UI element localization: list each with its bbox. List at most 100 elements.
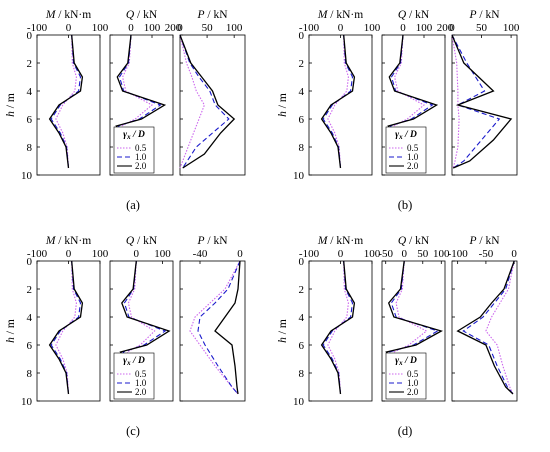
series-line-1-0: [50, 34, 82, 169]
x-tick-label: 0: [66, 22, 72, 34]
x-tick-label: 100: [416, 22, 433, 34]
axes-frame: [109, 34, 174, 176]
panel-P: -100 -50 0 P / kN: [448, 235, 517, 402]
y-axis-label: h / m: [277, 93, 289, 117]
legend-box: [113, 126, 155, 174]
x-tick-label: -100: [299, 22, 320, 34]
x-tick-label: 50: [476, 22, 488, 34]
x-tick-label: 0: [338, 22, 344, 34]
x-tick-label: 0: [401, 248, 407, 260]
series-line-2-0: [320, 34, 356, 169]
y-tick-label: 0: [299, 256, 305, 268]
series-line-2-0: [48, 260, 84, 395]
legend-label: 0.5: [407, 369, 419, 379]
subfigure-caption: (d): [398, 424, 413, 438]
legend: γx / D 0.51.02.0: [113, 352, 155, 400]
series-line-2-0: [48, 34, 84, 169]
y-tick-label: 10: [21, 170, 33, 182]
axes-frame: [381, 260, 446, 402]
axes-frame: [36, 260, 101, 402]
legend: γx / D 0.51.02.0: [385, 352, 427, 400]
x-axis-label: P / kN: [468, 235, 500, 247]
x-tick-label: 0: [449, 22, 455, 34]
legend-label: 1.0: [135, 152, 147, 162]
legend-title: γx / D: [395, 130, 417, 141]
subfigure-caption: (b): [398, 198, 413, 212]
legend-label: 2.0: [407, 161, 419, 171]
y-tick-label: 4: [299, 86, 305, 98]
y-tick-label: 4: [299, 312, 305, 324]
series-line-1-0: [462, 260, 515, 395]
x-axis-label: Q / kN: [126, 235, 158, 247]
y-tick-label: 6: [299, 340, 305, 352]
x-axis-label: P / kN: [196, 235, 228, 247]
legend-title: γx / D: [395, 356, 417, 367]
series-line-2-0: [214, 260, 241, 395]
x-tick-label: 100: [364, 22, 381, 34]
series-line-1-0: [179, 34, 230, 169]
y-tick-label: 10: [293, 396, 305, 408]
x-axis-label: M / kN·m: [317, 9, 363, 21]
x-axis-label: M / kN·m: [45, 235, 91, 247]
y-tick-label: 4: [27, 86, 33, 98]
x-axis-label: Q / kN: [126, 9, 158, 21]
y-tick-label: 2: [27, 58, 33, 70]
y-axis-label: h / m: [5, 93, 17, 117]
x-tick-label: 200: [437, 22, 454, 34]
x-tick-label: 100: [92, 248, 109, 260]
axes-frame: [451, 34, 518, 176]
x-tick-label: 0: [177, 22, 183, 34]
series-line-0-5: [485, 260, 515, 395]
x-tick-label: 0: [134, 248, 140, 260]
axes-frame: [308, 34, 373, 176]
y-tick-label: 6: [27, 114, 33, 126]
y-tick-label: 2: [299, 284, 305, 296]
x-axis-label: M / kN·m: [317, 235, 363, 247]
series-line-0-5: [55, 260, 77, 395]
y-tick-label: 10: [293, 170, 305, 182]
y-tick-label: 10: [21, 396, 33, 408]
series-line-0-5: [451, 34, 460, 169]
series-line-1-0: [197, 260, 241, 395]
x-tick-label: 100: [92, 22, 109, 34]
legend-box: [385, 352, 427, 400]
axes-frame: [179, 34, 246, 176]
x-tick-label: 200: [165, 22, 182, 34]
x-tick-label: 100: [364, 248, 381, 260]
x-tick-label: -40: [193, 248, 208, 260]
legend-label: 0.5: [135, 369, 147, 379]
x-axis-label: M / kN·m: [45, 9, 91, 21]
subfigure-caption: (c): [126, 424, 140, 438]
x-tick-label: 100: [154, 248, 171, 260]
legend-title: γx / D: [123, 356, 145, 367]
x-tick-label: 50: [417, 248, 429, 260]
x-tick-label: -100: [27, 22, 48, 34]
y-tick-label: 0: [27, 30, 33, 42]
x-tick-label: 0: [237, 248, 243, 260]
series-line-1-0: [322, 260, 354, 395]
y-axis-label: h / m: [277, 319, 289, 343]
x-tick-label: 50: [202, 22, 214, 34]
legend-label: 2.0: [135, 161, 147, 171]
legend-label: 1.0: [407, 378, 419, 388]
legend-label: 1.0: [407, 152, 419, 162]
series-line-1-0: [388, 260, 439, 395]
y-tick-label: 4: [27, 312, 33, 324]
series-line-0-5: [327, 34, 349, 169]
x-tick-label: 0: [511, 248, 517, 260]
panel-P: -40 0 P / kN: [179, 235, 246, 402]
x-tick-label: -50: [479, 248, 494, 260]
axes-frame: [179, 260, 246, 402]
x-axis-label: P / kN: [196, 9, 228, 21]
y-tick-label: 2: [27, 284, 33, 296]
series-line-2-0: [179, 34, 236, 169]
series-line-2-0: [456, 260, 515, 395]
y-tick-label: 8: [299, 368, 305, 380]
